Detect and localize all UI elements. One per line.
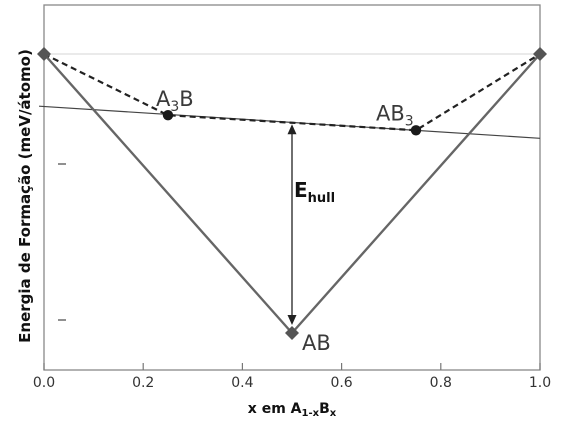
x-axis-label-b: B bbox=[319, 401, 330, 417]
x-axis-label-sub1: 1-x bbox=[302, 408, 320, 419]
ehull-arrow-head-bottom bbox=[287, 315, 297, 326]
markers-layer bbox=[37, 47, 547, 341]
ehull-label-main: E bbox=[294, 178, 308, 202]
data-point-circle bbox=[410, 125, 422, 136]
ehull-arrow bbox=[287, 124, 297, 326]
x-tick-label: 0.8 bbox=[430, 375, 452, 391]
ehull-label-sub: hull bbox=[308, 191, 335, 206]
point-label-sub: 3 bbox=[170, 99, 179, 115]
x-axis-label: x em A1-xBx bbox=[248, 401, 337, 419]
data-point-diamond bbox=[285, 326, 299, 341]
point-label-main: AB bbox=[302, 331, 331, 355]
x-tick-label: 0.4 bbox=[231, 375, 253, 391]
x-ticks-layer: 0.0 0.2 0.4 0.6 0.8 1.0 bbox=[33, 363, 551, 391]
point-label: AB3 bbox=[376, 101, 414, 129]
point-label-main: AB bbox=[376, 101, 405, 125]
data-point-diamond bbox=[37, 47, 51, 61]
data-point-circle bbox=[162, 110, 174, 121]
point-label-main: A bbox=[156, 87, 171, 111]
point-label-sub: 3 bbox=[405, 113, 414, 129]
ehull-arrow-head-top bbox=[287, 124, 297, 135]
point-label: A3B bbox=[156, 87, 194, 115]
x-tick-label: 1.0 bbox=[529, 375, 551, 391]
data-point-diamond bbox=[533, 47, 547, 61]
ehull-label: Ehull bbox=[294, 178, 335, 206]
x-axis-label-sub2: x bbox=[330, 408, 337, 419]
x-tick-label: 0.6 bbox=[330, 375, 352, 391]
y-axis-label: Energia de Formação (meV/átomo) bbox=[16, 49, 34, 343]
dashed-hull-line bbox=[43, 53, 541, 132]
point-label-end: B bbox=[179, 87, 193, 111]
x-tick-label: 0.0 bbox=[33, 375, 55, 391]
x-tick-label: 0.2 bbox=[132, 375, 154, 391]
point-label: AB bbox=[302, 331, 331, 355]
x-axis-label-main: x em A bbox=[248, 401, 302, 417]
